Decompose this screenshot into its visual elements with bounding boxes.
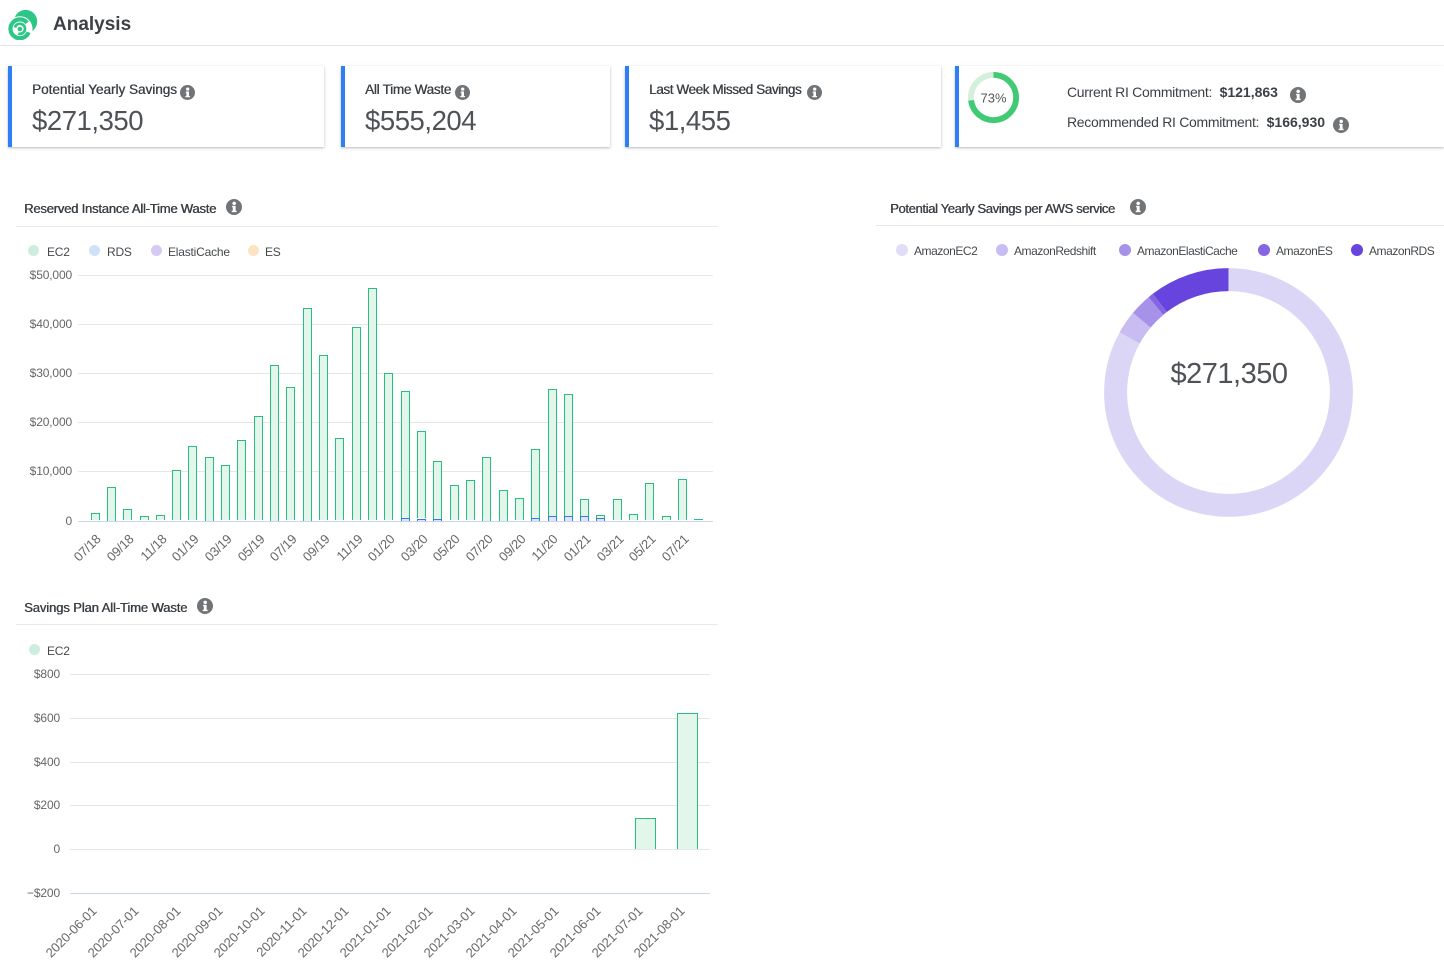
svg-text:73%: 73%: [980, 91, 1006, 106]
